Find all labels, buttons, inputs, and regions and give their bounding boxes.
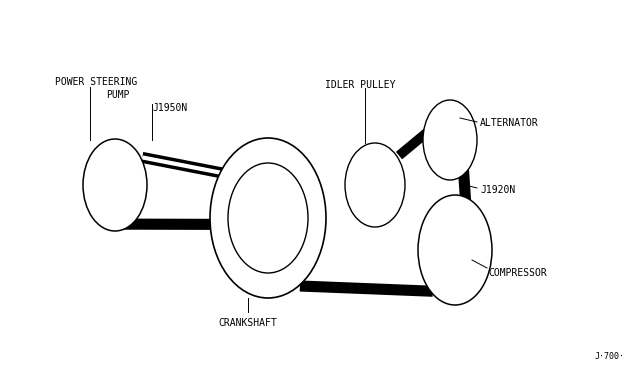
Text: COMPRESSOR: COMPRESSOR: [488, 268, 547, 278]
Ellipse shape: [83, 139, 147, 231]
Ellipse shape: [345, 143, 405, 227]
Ellipse shape: [423, 100, 477, 180]
Text: CRANKSHAFT: CRANKSHAFT: [219, 318, 277, 328]
Ellipse shape: [210, 138, 326, 298]
Ellipse shape: [418, 195, 492, 305]
Text: IDLER PULLEY: IDLER PULLEY: [325, 80, 396, 90]
Text: POWER STEERING: POWER STEERING: [55, 77, 137, 87]
Text: J1920N: J1920N: [480, 185, 515, 195]
Text: ALTERNATOR: ALTERNATOR: [480, 118, 539, 128]
Text: PUMP: PUMP: [106, 90, 130, 100]
Text: J1950N: J1950N: [152, 103, 188, 113]
Text: J·700·: J·700·: [595, 352, 625, 361]
Ellipse shape: [228, 163, 308, 273]
